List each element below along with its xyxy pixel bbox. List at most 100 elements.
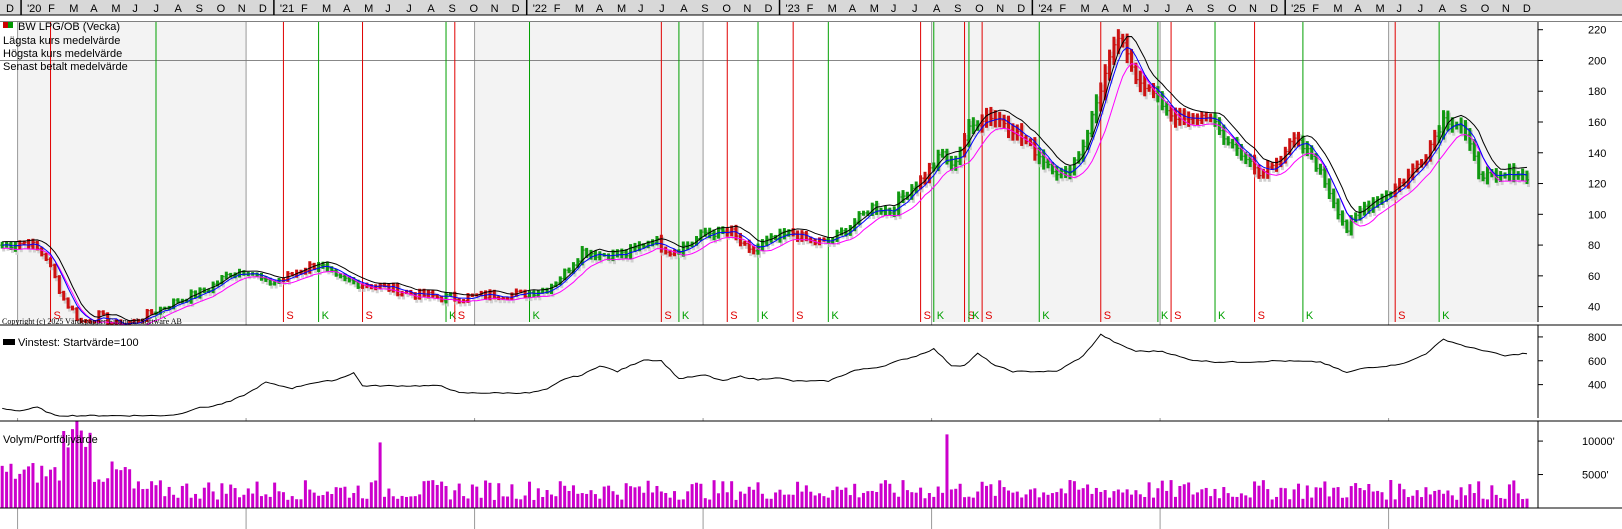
month-label: S [196,3,203,15]
volume-bar [1389,480,1393,508]
volume-bar [545,490,549,508]
volume-bar [167,486,171,508]
volume-bar [176,497,180,508]
volume-bar [598,498,602,508]
volume-bar [352,492,356,508]
volume-bar [1415,490,1419,508]
volume-bar [84,446,88,508]
signal-label: S [286,310,293,322]
close-average-line [2,46,1528,325]
volume-bar [686,491,690,508]
month-label: A [680,3,688,15]
volume-bar [457,483,461,508]
volume-bar [251,493,255,508]
month-label: A [1439,3,1447,15]
month-label: '25 [1291,3,1305,15]
volume-bar [268,496,272,508]
volume-bar [936,486,940,508]
volume-bar [1301,498,1305,508]
month-label: M [364,3,373,15]
price-legend: BW LPG/OB (Vecka) Lägsta kurs medelvärde… [3,21,128,73]
volume-bar [312,492,316,508]
signal-label: S [985,310,992,322]
signal-label: K [937,310,945,322]
volume-bar [35,482,39,508]
month-label: M [828,3,837,15]
volume-bar [1279,487,1283,508]
month-label: J [1144,3,1150,15]
volume-bar [356,485,360,508]
signal-label: S [366,310,373,322]
volume-bar [145,488,149,508]
volume-bar [128,469,132,508]
volume-bar [1345,497,1349,508]
volume-bar [831,490,835,508]
volume-bar [448,499,452,508]
legend-close-avg: Senast betalt medelvärde [3,61,128,73]
volume-bar [462,496,466,508]
legend-high-avg: Högsta kurs medelvärde [3,48,122,60]
volume-bar [615,494,619,508]
volume-bar [563,485,567,508]
volume-bar [980,481,984,508]
volume-bar [1020,497,1024,508]
volume-bar [941,492,945,508]
volume-bar [747,486,751,508]
month-label: A [596,3,604,15]
month-label: A [343,3,351,15]
signal-label: S [924,310,931,322]
signal-label: K [831,310,839,322]
volume-bar [1217,498,1221,508]
signal-label: S [664,310,671,322]
legend-low-avg: Lägsta kurs medelvärde [3,35,120,47]
volume-bar [1310,497,1314,508]
volume-bar [1446,490,1450,508]
volume-bar [1239,493,1243,508]
price-tick-label: 140 [1588,148,1606,160]
volume-bar [848,495,852,508]
month-label: J [1165,3,1171,15]
volume-bar [1420,497,1424,508]
volume-bar [1200,489,1204,508]
volume-bar [1266,489,1270,508]
month-label: D [1017,3,1025,15]
volume-bar [1050,493,1054,508]
volume-bar [932,496,936,508]
month-label: '22 [533,3,547,15]
volume-bar [778,489,782,508]
volume-bar [194,493,198,508]
volume-bar [1384,499,1388,508]
volume-bar [229,484,233,508]
volume-bar [92,481,96,508]
volume-bar [1068,480,1072,508]
volume-bar [1516,493,1520,508]
price-tick-label: 40 [1588,302,1600,314]
volume-bar [629,486,633,508]
volume-bar [185,483,189,508]
volume-bar [611,491,615,508]
volume-bar [404,496,408,508]
signal-label: S [730,310,737,322]
legend-red-swatch [3,22,8,28]
month-label: D [6,3,14,15]
price-tick-label: 220 [1588,25,1606,37]
volume-bar [79,430,83,508]
volume-bar [1450,495,1454,508]
volume-bar [892,492,896,508]
volume-bar [699,483,703,508]
volume-bar [0,465,4,508]
chart-title: BW LPG/OB (Vecka) [18,21,120,33]
volume-bar [532,499,536,508]
volume-bar [607,485,611,508]
signal-label: S [1174,310,1181,322]
volume-bar [989,484,993,508]
month-label: F [301,3,308,15]
month-label: A [175,3,183,15]
volume-bar [624,483,628,508]
volume-bar [567,490,571,508]
volume-bar [233,488,237,508]
volume-bar [1112,491,1116,508]
signal-label: S [968,310,975,322]
volume-bar [18,473,22,508]
